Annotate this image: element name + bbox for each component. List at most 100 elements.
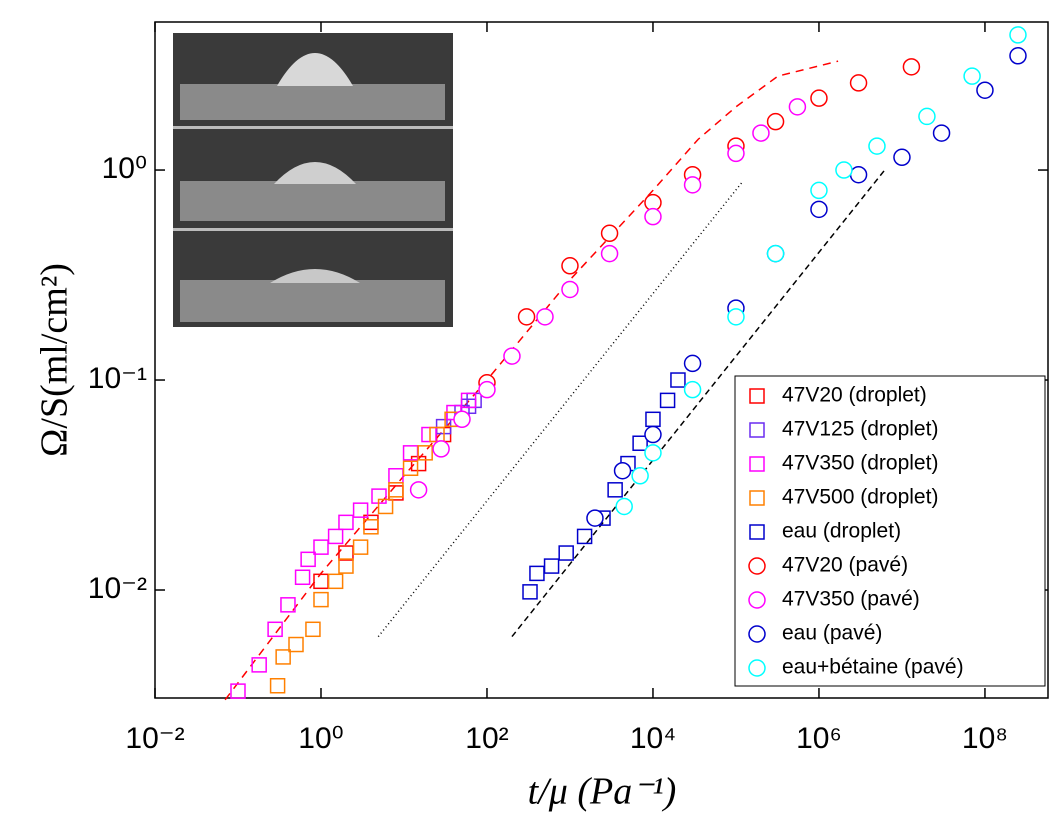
point	[517, 308, 536, 326]
point	[600, 224, 619, 243]
point	[402, 460, 419, 477]
point	[305, 621, 321, 638]
plot-frame	[154, 21, 1049, 699]
x-tick-label: 10⁶	[796, 722, 842, 755]
point	[288, 636, 304, 653]
point	[631, 467, 649, 485]
point	[352, 539, 369, 555]
point	[600, 244, 619, 263]
point	[338, 558, 354, 574]
point	[849, 165, 868, 184]
point	[460, 392, 477, 409]
point	[294, 569, 311, 586]
point	[810, 200, 828, 219]
point	[893, 148, 911, 167]
legend-marker	[749, 388, 765, 404]
point	[810, 181, 828, 200]
legend-label: 47V20 (pavé)	[782, 554, 908, 577]
point	[280, 597, 296, 613]
point	[615, 497, 633, 516]
point	[269, 677, 286, 694]
point	[363, 519, 379, 535]
point	[561, 280, 579, 299]
point	[645, 411, 661, 428]
point	[835, 161, 853, 179]
point	[561, 257, 579, 275]
point	[327, 528, 344, 545]
legend-label: 47V350 (droplet)	[782, 452, 938, 475]
point	[478, 380, 496, 399]
point	[766, 244, 785, 263]
point	[766, 112, 785, 131]
point	[727, 308, 745, 326]
legend-marker	[749, 524, 765, 540]
point	[432, 440, 450, 458]
point	[503, 347, 521, 365]
legend-marker	[749, 490, 765, 506]
y-tick-label: 10⁰	[102, 152, 147, 185]
point	[868, 137, 886, 155]
x-axis-label: t/μ (Pa⁻¹)	[528, 771, 677, 813]
point	[327, 573, 344, 590]
point	[453, 410, 471, 429]
point	[558, 545, 574, 561]
point	[402, 445, 419, 461]
point	[251, 657, 267, 673]
point	[388, 468, 404, 484]
point	[313, 573, 329, 590]
y-tick-label: 10⁻²	[88, 572, 147, 605]
point	[613, 461, 632, 480]
point	[788, 98, 807, 116]
point	[529, 565, 545, 582]
legend-label: 47V125 (droplet)	[782, 418, 938, 441]
point	[536, 308, 554, 326]
point	[1009, 47, 1027, 65]
point	[586, 509, 604, 527]
point	[300, 551, 316, 568]
point	[313, 591, 329, 608]
point	[1009, 26, 1027, 44]
point	[752, 124, 770, 142]
point	[417, 445, 433, 461]
point	[409, 481, 428, 499]
point	[849, 74, 868, 92]
point	[644, 444, 662, 462]
point	[352, 502, 369, 518]
point	[644, 425, 662, 444]
legend-label: 47V350 (pavé)	[782, 588, 920, 611]
point	[267, 621, 283, 638]
point	[683, 380, 702, 399]
point	[607, 482, 623, 498]
point	[421, 426, 437, 443]
point	[918, 107, 936, 126]
point	[670, 372, 686, 388]
legend-marker	[748, 625, 766, 643]
x-tick-label: 10⁰	[298, 722, 343, 755]
point	[683, 354, 702, 373]
point	[388, 485, 404, 501]
point	[902, 58, 921, 76]
point	[683, 176, 702, 194]
legend-label: 47V500 (droplet)	[782, 486, 938, 509]
x-tick-label: 10⁴	[630, 722, 676, 755]
legend: 47V20 (droplet) 47V125 (droplet) 47V350 (d…	[734, 375, 1046, 687]
x-tick-label: 10²	[465, 722, 508, 755]
legend-label: eau (pavé)	[782, 622, 882, 645]
y-tick-label: 10⁻¹	[88, 362, 147, 395]
point	[576, 528, 593, 545]
legend-marker	[749, 422, 765, 438]
point	[338, 545, 354, 561]
point	[632, 435, 648, 451]
x-tick-label: 10⁻²	[125, 722, 184, 755]
legend-label: eau (droplet)	[782, 520, 901, 543]
point	[659, 392, 676, 409]
x-tick-label: 10⁸	[962, 722, 1008, 755]
inset-photo	[173, 33, 453, 327]
point	[313, 539, 329, 555]
point	[644, 207, 662, 226]
legend-marker	[749, 456, 765, 472]
legend-marker	[748, 659, 766, 677]
y-axis-label: Ω/S(ml/cm²)	[34, 263, 76, 457]
